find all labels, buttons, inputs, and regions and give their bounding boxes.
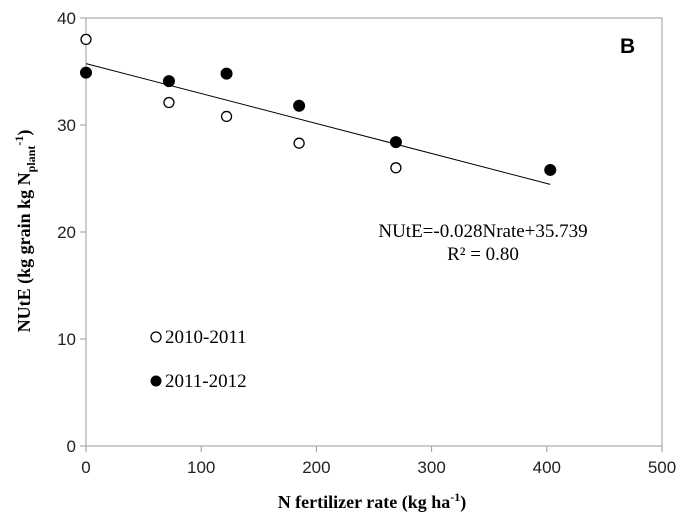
x-tick-label: 300: [417, 458, 445, 477]
point-2011-2012: [293, 99, 306, 112]
axis-ticks: [80, 17, 663, 452]
point-2011-2012: [544, 163, 557, 176]
point-2011-2012: [220, 67, 233, 80]
x-tick-label: 100: [187, 458, 215, 477]
y-tick-label: 0: [67, 437, 76, 456]
x-tick-label: 400: [533, 458, 561, 477]
trendline-group: [85, 63, 551, 185]
point-2010-2011: [220, 110, 233, 123]
legend-label-2010-2011: 2010-2011: [165, 327, 247, 348]
r-squared-label: R² = 0.80: [447, 244, 519, 265]
y-tick-label: 30: [57, 116, 76, 135]
x-tick-label: 500: [648, 458, 676, 477]
point-2010-2011: [163, 96, 175, 109]
point-2010-2011: [390, 162, 402, 174]
y-tick-label: 40: [57, 9, 76, 28]
x-tick-label: 200: [302, 458, 330, 477]
point-2011-2012: [389, 136, 402, 149]
tick-labels: 0 100 200 300 400 500 0 10 20 30 40: [57, 9, 676, 477]
legend-marker-2010-2011: [150, 331, 162, 343]
point-2010-2011: [80, 33, 92, 46]
point-2011-2012: [162, 75, 175, 88]
point-2011-2012: [80, 66, 92, 79]
point-2010-2011: [293, 137, 305, 149]
regression-equation: NUtE=-0.028Nrate+35.739: [378, 221, 587, 242]
x-tick-label: 0: [81, 458, 90, 477]
legend-marker-2011-2012: [150, 375, 162, 387]
trendline: [85, 63, 551, 185]
y-tick-label: 10: [57, 330, 76, 349]
x-axis-title: N fertilizer rate (kg ha-1): [278, 490, 467, 513]
panel-label: B: [620, 35, 635, 58]
legend: 2010-2011 2011-2012: [150, 327, 247, 392]
data-points: [80, 33, 557, 176]
legend-label-2011-2012: 2011-2012: [165, 371, 247, 392]
y-tick-label: 20: [57, 223, 76, 242]
y-axis-title: NUtE (kg grain kg Nplant-1): [12, 130, 38, 333]
